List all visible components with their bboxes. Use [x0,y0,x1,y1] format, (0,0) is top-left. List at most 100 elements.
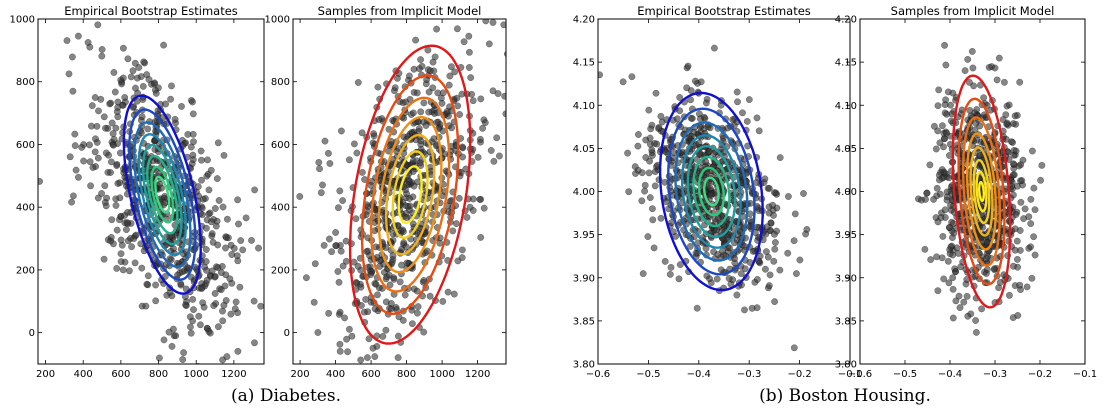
data-point [221,302,227,308]
data-point [936,177,942,183]
data-point [311,299,317,305]
data-point [470,98,476,104]
data-point [117,195,123,201]
y-tick-label: 600 [16,140,35,151]
y-tick-label: 400 [16,203,35,214]
data-point [344,349,350,355]
data-point [1010,120,1016,126]
data-point [118,258,124,264]
data-point [101,256,107,262]
data-point [235,258,241,264]
data-point [312,368,318,374]
data-point [478,234,484,240]
data-point [403,214,409,220]
data-point [1026,245,1032,251]
data-point [167,96,173,102]
data-point [596,72,602,78]
data-point [703,100,709,106]
data-point [658,113,664,119]
data-point [417,56,423,62]
data-point [379,115,385,121]
data-point [771,231,777,237]
data-point [1015,312,1021,318]
data-point [103,203,109,209]
data-point [377,263,383,269]
data-point [450,228,456,234]
data-point [198,157,204,163]
data-point [762,176,768,182]
data-point [123,226,129,232]
data-point [190,306,196,312]
data-point [207,210,213,216]
data-point [141,59,147,65]
data-point [187,314,193,320]
panel-3: −0.6 −0.5 −0.4 −0.3 −0.2 −0.13.803.853.903.95… [573,4,862,380]
data-point [69,54,75,60]
data-point [933,146,939,152]
data-point [647,194,653,200]
data-point [477,136,483,142]
data-point [936,87,942,93]
data-point [128,244,134,250]
data-point [414,90,420,96]
data-point [766,185,772,191]
data-point [768,220,774,226]
data-point [933,254,939,260]
data-point [251,340,257,346]
data-point [663,149,669,155]
data-point [206,328,212,334]
data-point [935,219,941,225]
data-point [216,197,222,203]
y-tick-label: 1000 [10,15,35,26]
data-point [204,157,210,163]
data-point [132,85,138,91]
data-point [168,83,174,89]
data-point [624,150,630,156]
data-point [941,42,947,48]
data-point [421,100,427,106]
data-point [365,248,371,254]
data-point [1004,103,1010,109]
data-point [351,141,357,147]
x-tick-label: −0.6 [848,369,872,380]
data-point [642,182,648,188]
data-point [1001,79,1007,85]
y-tick-label: 4.15 [573,58,595,69]
data-point [95,108,101,114]
chart-title: Empirical Bootstrap Estimates [637,4,811,18]
data-point [384,274,390,280]
data-point [496,153,502,159]
data-point [645,233,651,239]
x-tick-label: −0.5 [636,369,660,380]
data-point [224,353,230,359]
data-point [459,247,465,253]
data-point [639,170,645,176]
data-point [333,243,339,249]
data-point [715,251,721,257]
data-point [203,225,209,231]
data-point [297,193,303,199]
data-point [243,215,249,221]
data-point [98,190,104,196]
data-point [120,45,126,51]
data-point [459,254,465,260]
panel-1: 200 400 600 800 1000 120002004006008001000Emp… [10,4,286,391]
data-point [173,333,179,339]
data-point [1012,113,1018,119]
data-point [140,83,146,89]
x-tick-label: 400 [74,369,93,380]
data-point [151,81,157,87]
data-point [391,88,397,94]
data-point [519,56,525,62]
data-point [1009,186,1015,192]
y-tick-label: 3.80 [835,360,857,371]
data-point [326,236,332,242]
data-point [459,144,465,150]
data-point [946,175,952,181]
data-point [414,288,420,294]
data-point [772,246,778,252]
data-point [189,99,195,105]
data-point [114,227,120,233]
data-point [87,183,93,189]
